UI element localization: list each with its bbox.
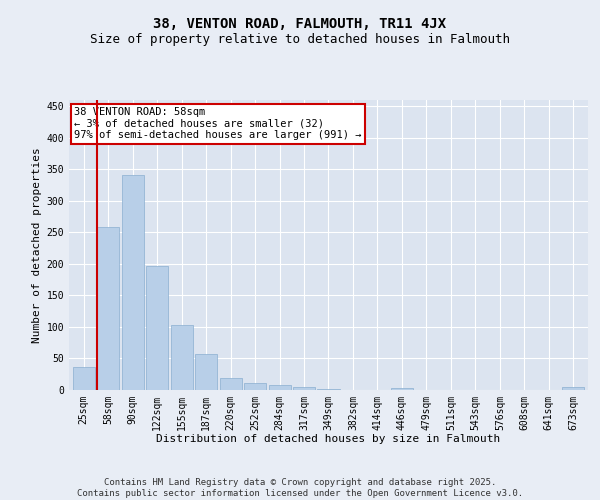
Bar <box>562 388 584 390</box>
X-axis label: Distribution of detached houses by size in Falmouth: Distribution of detached houses by size … <box>157 434 500 444</box>
Text: 38 VENTON ROAD: 58sqm
← 3% of detached houses are smaller (32)
97% of semi-detac: 38 VENTON ROAD: 58sqm ← 3% of detached h… <box>74 108 362 140</box>
Bar <box>97 228 119 390</box>
Bar <box>391 388 413 390</box>
Bar <box>293 387 315 390</box>
Bar <box>244 383 266 390</box>
Text: Size of property relative to detached houses in Falmouth: Size of property relative to detached ho… <box>90 32 510 46</box>
Bar <box>220 378 242 390</box>
Y-axis label: Number of detached properties: Number of detached properties <box>32 147 43 343</box>
Bar <box>122 175 143 390</box>
Bar <box>170 325 193 390</box>
Text: 38, VENTON ROAD, FALMOUTH, TR11 4JX: 38, VENTON ROAD, FALMOUTH, TR11 4JX <box>154 18 446 32</box>
Bar <box>73 366 95 390</box>
Bar <box>195 354 217 390</box>
Bar <box>269 385 290 390</box>
Bar <box>146 266 168 390</box>
Text: Contains HM Land Registry data © Crown copyright and database right 2025.
Contai: Contains HM Land Registry data © Crown c… <box>77 478 523 498</box>
